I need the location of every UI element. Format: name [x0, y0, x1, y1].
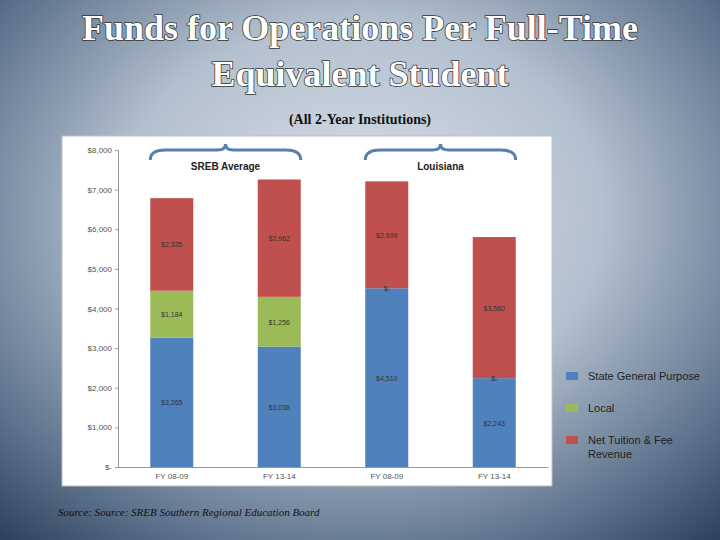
data-label: $1,184	[161, 311, 183, 318]
y-tick-mark	[115, 388, 118, 389]
y-tick: $4,000	[88, 305, 118, 314]
bar-segment	[258, 179, 301, 296]
data-label: $3,265	[161, 399, 183, 406]
x-tick: FY 13-14	[263, 472, 296, 481]
legend-item: State General Purpose	[566, 370, 700, 382]
data-label: $2,962	[269, 235, 291, 242]
bar-segment	[473, 237, 516, 378]
y-tick-label: $1,000	[88, 423, 113, 432]
x-tick-label: FY 08-09	[155, 472, 188, 481]
group-bracket	[150, 144, 301, 160]
y-tick-label: $8,000	[88, 146, 113, 155]
y-tick-mark	[115, 427, 118, 428]
data-label: $3,560	[484, 305, 506, 312]
x-tick: FY 13-14	[478, 472, 511, 481]
y-tick-mark	[115, 269, 118, 270]
group-label: SREB Average	[191, 161, 261, 172]
data-label: $2,335	[161, 241, 183, 248]
y-axis-line	[115, 151, 119, 468]
bar-segment	[150, 338, 193, 467]
bars	[150, 179, 516, 467]
y-tick: $3,000	[88, 344, 118, 353]
group-bracket	[365, 144, 516, 160]
data-label: $1,256	[269, 319, 291, 326]
x-tick: FY 08-09	[155, 472, 188, 481]
legend-swatch	[566, 436, 578, 444]
data-label: $3,038	[269, 404, 291, 411]
bar-segment	[473, 378, 516, 467]
y-tick: $6,000	[88, 225, 118, 234]
bar-segment	[258, 297, 301, 347]
y-tick-mark	[115, 229, 118, 230]
bar-segment	[258, 347, 301, 467]
y-tick-mark	[115, 467, 118, 468]
bar-segment	[150, 291, 193, 338]
x-tick-label: FY 08-09	[370, 472, 403, 481]
data-label: $-	[491, 375, 498, 382]
bar-segment	[365, 181, 408, 288]
bar-segment	[150, 198, 193, 291]
legend-swatch	[566, 372, 578, 380]
y-tick-label: $5,000	[88, 265, 113, 274]
y-tick: $1,000	[88, 423, 118, 432]
x-axis-line	[119, 467, 549, 468]
y-tick: $7,000	[88, 186, 118, 195]
legend-label: Net Tuition & FeeRevenue	[588, 434, 673, 460]
legend-swatch	[566, 404, 578, 412]
y-tick-label: $-	[105, 463, 112, 472]
y-tick-mark	[115, 348, 118, 349]
bar-segment	[365, 288, 408, 467]
legend-label: State General Purpose	[588, 370, 700, 382]
data-label: $2,243	[484, 420, 506, 427]
legend-item: Local	[566, 402, 614, 414]
x-tick: FY 08-09	[370, 472, 403, 481]
y-tick-label: $4,000	[88, 305, 113, 314]
data-label: $-	[384, 285, 391, 292]
data-label: $2,699	[376, 232, 398, 239]
y-tick: $5,000	[88, 265, 118, 274]
chart-root: Funds for Operations Per Full-TimeEquiva…	[0, 0, 720, 540]
group-labels: SREB Average Louisiana	[150, 144, 516, 172]
source: Source: Source: SREB Southern Regional E…	[58, 506, 320, 518]
x-tick-label: FY 13-14	[263, 472, 296, 481]
y-tick: $2,000	[88, 384, 118, 393]
x-axis: FY 08-09 FY 13-14 FY 08-09 FY 13-14	[119, 468, 549, 481]
y-tick: $8,000	[88, 146, 118, 155]
data-labels: $3,265 $3,038 $4,510 $2,243 $1,184 $1,256 $- $-…	[161, 232, 505, 427]
y-tick-label: $7,000	[88, 186, 113, 195]
legend: State General Purpose Local Net Tuition & …	[566, 370, 700, 460]
subtitle: (All 2-Year Institutions)	[289, 112, 431, 128]
title: Funds for Operations Per Full-TimeEquiva…	[82, 8, 638, 94]
legend-item: Net Tuition & FeeRevenue	[566, 434, 673, 460]
y-tick-label: $6,000	[88, 225, 113, 234]
group-label: Louisiana	[417, 161, 464, 172]
legend-label: Local	[588, 402, 614, 414]
y-tick: $-	[105, 463, 118, 472]
y-tick-mark	[115, 309, 118, 310]
y-tick-label: $3,000	[88, 344, 113, 353]
x-tick-label: FY 13-14	[478, 472, 511, 481]
y-axis: $- $1,000 $2,000 $3,000 $4,000 $5,000 $6,000 $7…	[88, 146, 119, 472]
y-tick-label: $2,000	[88, 384, 113, 393]
chart-panel	[62, 136, 552, 486]
y-tick-mark	[115, 150, 118, 151]
y-tick-mark	[115, 190, 118, 191]
data-label: $4,510	[376, 375, 398, 382]
